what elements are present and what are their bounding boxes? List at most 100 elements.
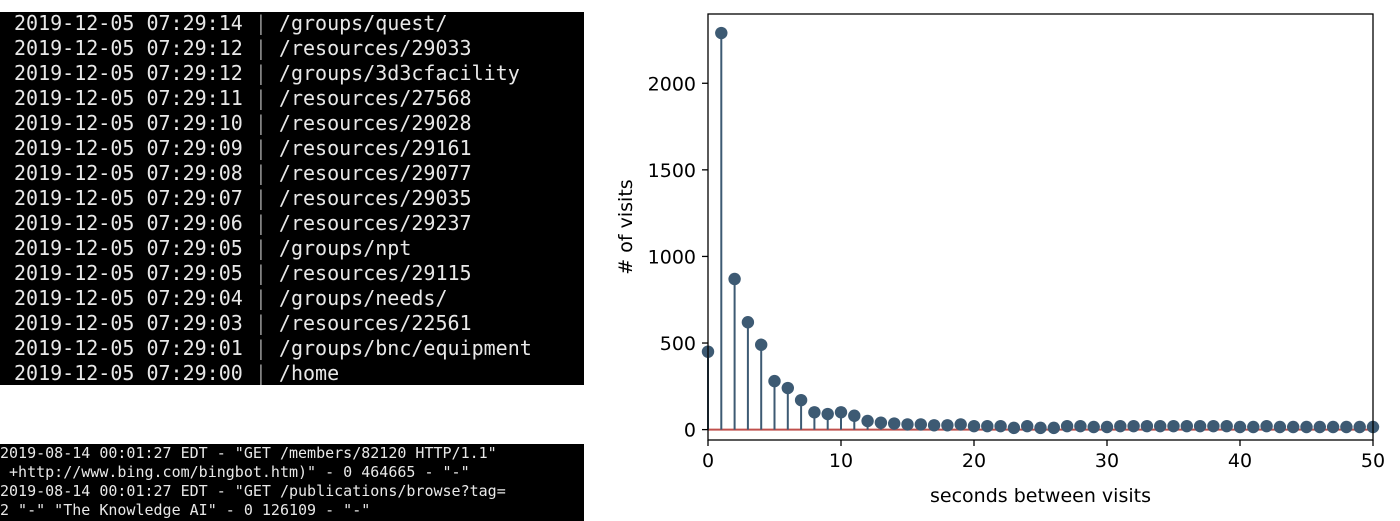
- stem-marker: [1260, 419, 1273, 433]
- log-path: /groups/quest/: [278, 12, 448, 35]
- stem-marker: [1021, 419, 1034, 433]
- log-separator: |: [254, 111, 267, 135]
- log-timestamp: 2019-12-05 07:29:00: [14, 361, 243, 385]
- stem-marker: [1154, 419, 1167, 433]
- log-row: 2019-12-05 07:29:14 | /groups/quest/: [14, 12, 448, 36]
- stem-marker: [1007, 421, 1021, 435]
- log-timestamp: 2019-12-05 07:29:10: [14, 111, 243, 135]
- log-timestamp: 2019-12-05 07:29:05: [14, 261, 243, 285]
- log-separator: |: [254, 136, 267, 160]
- log-path: /groups/npt: [278, 236, 412, 260]
- log-path: /groups/3d3cfacility: [278, 61, 520, 85]
- log-separator: |: [254, 86, 267, 110]
- y-axis-ticks: 0 500 1000 1500 2000: [648, 73, 708, 442]
- y-axis-label: # of visits: [615, 179, 637, 274]
- stem-marker: [834, 406, 848, 419]
- log-row: 2019-12-05 07:29:10 | /resources/29028: [14, 111, 472, 136]
- access-log-line: 2 "-" "The Knowledge AI" - 0 126109 - "-…: [0, 501, 371, 519]
- stem-marker: [914, 418, 927, 431]
- stem-marker: [808, 406, 821, 419]
- stem-marker: [1087, 420, 1100, 434]
- log-row: 2019-12-05 07:29:06 | /resources/29237: [14, 211, 472, 236]
- stem-marker: [1074, 419, 1087, 433]
- stem-marker: [1127, 419, 1140, 433]
- stem-marker: [715, 26, 728, 40]
- log-row: 2019-12-05 07:29:11 | /resources/27568: [14, 86, 472, 111]
- log-separator: |: [254, 211, 267, 235]
- stem-marker: [848, 409, 861, 422]
- stem-marker: [1180, 419, 1193, 433]
- access-log-line: +http://www.bing.com/bingbot.htm)" - 0 4…: [0, 463, 470, 481]
- log-row: 2019-12-05 07:29:12 | /groups/3d3cfacili…: [14, 61, 520, 86]
- stem-marker: [927, 419, 941, 432]
- x-axis-ticks: 0 10 20 30 40 50: [702, 440, 1385, 472]
- y-tick-label: 1000: [648, 246, 696, 268]
- log-timestamp: 2019-12-05 07:29:12: [14, 61, 243, 85]
- stem-marker: [1340, 420, 1353, 434]
- y-tick-label: 500: [660, 333, 696, 355]
- stem-marker: [1313, 420, 1326, 434]
- log-timestamp: 2019-12-05 07:29:09: [14, 136, 243, 160]
- stem-marker: [1273, 420, 1287, 434]
- log-separator: |: [254, 161, 267, 185]
- log-row: 2019-12-05 07:29:08 | /resources/29077: [14, 161, 472, 186]
- log-path: /groups/bnc/equipment: [278, 336, 532, 360]
- stem-marker: [981, 419, 994, 433]
- log-separator: |: [254, 261, 267, 285]
- log-timestamp: 2019-12-05 07:29:01: [14, 336, 243, 360]
- stem-marker: [794, 393, 808, 407]
- stem-marker: [1207, 419, 1220, 433]
- stem-marker: [1114, 419, 1127, 433]
- log-separator: |: [254, 286, 267, 310]
- access-log-line: 2019-08-14 00:01:27 EDT - "GET /publicat…: [0, 482, 506, 500]
- log-path: /resources/29115: [278, 261, 472, 285]
- log-timestamp: 2019-12-05 07:29:05: [14, 236, 243, 260]
- log-timestamp: 2019-12-05 07:29:08: [14, 161, 243, 185]
- log-row: 2019-12-05 07:29:04 | /groups/needs/: [14, 286, 448, 311]
- x-tick-label: 0: [702, 450, 714, 472]
- log-timestamp: 2019-12-05 07:29:14: [14, 12, 243, 35]
- stem-marker: [1300, 420, 1313, 434]
- x-tick-label: 10: [829, 450, 853, 472]
- log-timestamp: 2019-12-05 07:29:06: [14, 211, 243, 235]
- stem-marker: [741, 316, 755, 329]
- stem-marker: [941, 419, 954, 432]
- stem-marker: [1326, 420, 1340, 434]
- x-tick-label: 40: [1228, 450, 1252, 472]
- log-separator: |: [254, 236, 267, 260]
- log-row: 2019-12-05 07:29:05 | /groups/npt: [14, 236, 411, 261]
- chart-markers-layer: [701, 26, 1380, 435]
- log-separator: |: [254, 36, 267, 60]
- stem-marker: [967, 419, 981, 433]
- access-log-line: 2019-08-14 00:01:27 EDT - "GET /members/…: [0, 444, 497, 462]
- access-log-terminal-panel: 2019-08-14 00:01:27 EDT - "GET /members/…: [0, 444, 584, 521]
- log-path: /home: [278, 361, 340, 385]
- log-row: 2019-12-05 07:29:03 | /resources/22561: [14, 311, 472, 336]
- stem-marker: [781, 381, 794, 395]
- stem-marker: [1047, 421, 1060, 435]
- log-path: /groups/needs/: [278, 286, 448, 310]
- log-separator: |: [254, 186, 267, 210]
- log-separator: |: [254, 361, 267, 385]
- log-path: /resources/29035: [278, 186, 472, 210]
- x-tick-label: 20: [962, 450, 986, 472]
- log-row: 2019-12-05 07:29:00 | /home: [14, 361, 339, 385]
- log-terminal-panel: 2019-12-05 07:29:14 | /groups/quest/2019…: [0, 12, 584, 385]
- stem-marker: [768, 374, 781, 388]
- stem-marker: [861, 414, 874, 428]
- log-row: 2019-12-05 07:29:07 | /resources/29035: [14, 186, 472, 211]
- stem-marker: [1060, 419, 1074, 433]
- x-tick-label: 30: [1095, 450, 1119, 472]
- log-row: 2019-12-05 07:29:01 | /groups/bnc/equipm…: [14, 336, 532, 361]
- stem-marker: [728, 272, 741, 286]
- log-separator: |: [254, 61, 267, 85]
- log-path: /resources/29161: [278, 136, 472, 160]
- x-tick-label: 50: [1361, 450, 1385, 472]
- log-timestamp: 2019-12-05 07:29:03: [14, 311, 243, 335]
- stem-marker: [1233, 420, 1247, 434]
- y-tick-label: 0: [684, 420, 696, 442]
- log-path: /resources/22561: [278, 311, 472, 335]
- log-row: 2019-12-05 07:29:12 | /resources/29033: [14, 36, 472, 61]
- log-path: /resources/29077: [278, 161, 472, 185]
- log-path: /resources/29033: [278, 36, 472, 60]
